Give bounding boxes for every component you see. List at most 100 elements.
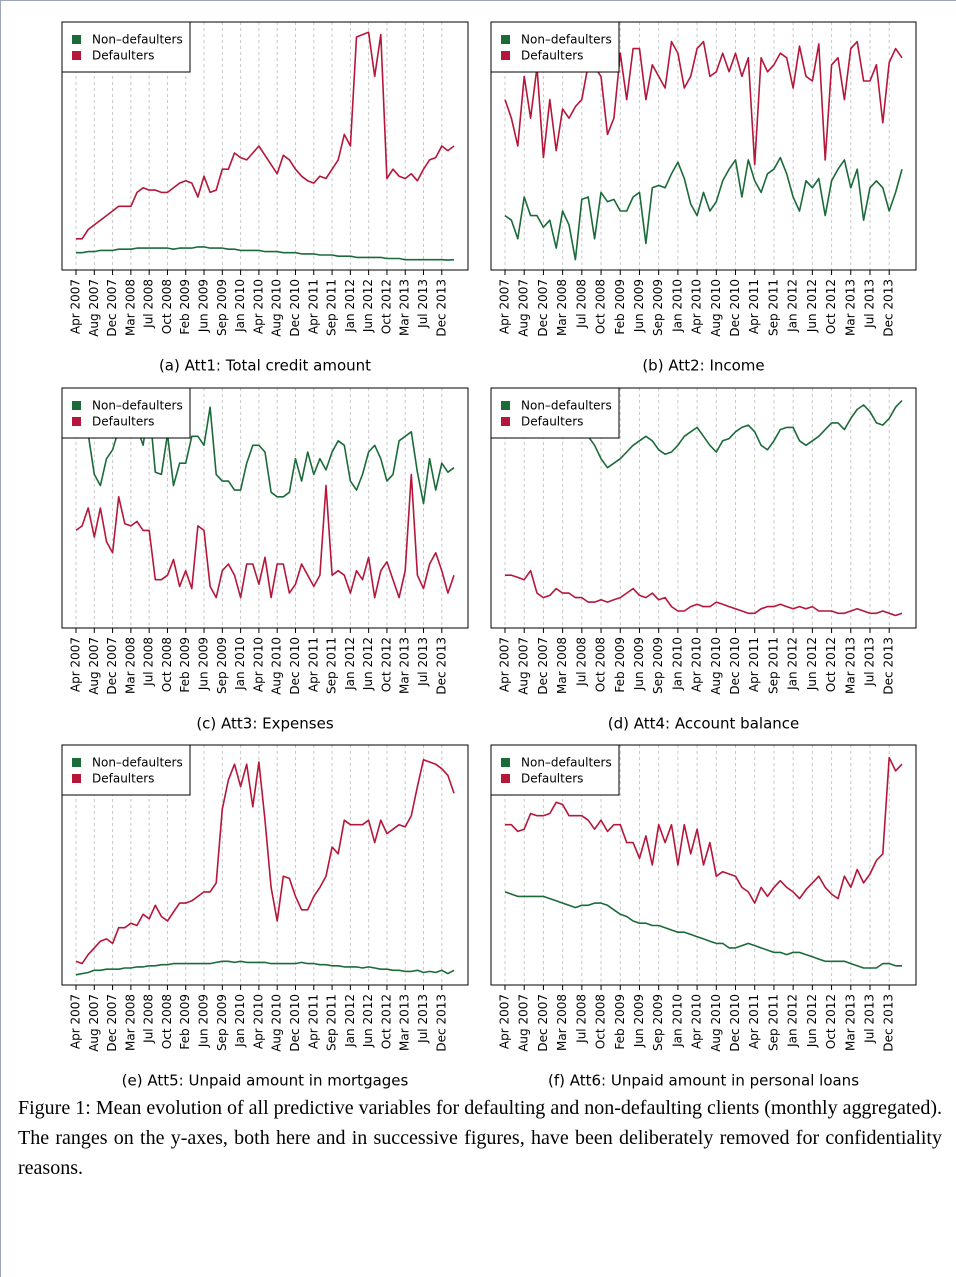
x-tick-label: Aug 2010: [270, 279, 284, 337]
x-tick-label: Dec 2010: [288, 637, 302, 695]
x-tick-label: Aug 2007: [87, 279, 101, 337]
x-tick-label: Jan 2010: [233, 279, 247, 333]
legend-swatch: [501, 758, 510, 767]
x-tick-label: Sep 2009: [215, 637, 229, 694]
x-tick-label: Jul 2013: [862, 994, 876, 1044]
x-tick-label: Oct 2012: [824, 637, 838, 692]
x-tick-label: Dec 2007: [105, 637, 119, 695]
x-tick-label: Jul 2013: [862, 279, 876, 329]
x-tick-label: Mar 2013: [843, 279, 857, 336]
x-tick-label: Mar 2008: [123, 994, 137, 1051]
legend-label: Non–defaulters: [92, 33, 183, 47]
legend-swatch: [72, 417, 81, 426]
x-tick-label: Sep 2009: [215, 994, 229, 1051]
subfigure-caption: (a) Att1: Total credit amount: [159, 357, 371, 375]
x-tick-label: Aug 2010: [709, 279, 723, 337]
x-tick-label: Aug 2010: [270, 637, 284, 695]
x-tick-label: Sep 2009: [651, 994, 665, 1051]
x-tick-label: Oct 2012: [379, 637, 393, 692]
legend-label: Non–defaulters: [92, 756, 183, 770]
x-tick-label: Aug 2010: [709, 637, 723, 695]
x-tick-label: Jun 2012: [361, 279, 375, 333]
x-tick-label: Jan 2012: [786, 994, 800, 1048]
x-tick-label: Dec 2010: [728, 279, 742, 337]
x-tick-label: Oct 2008: [160, 279, 174, 334]
x-tick-label: Apr 2011: [306, 279, 320, 334]
x-tick-label: Jul 2008: [142, 637, 156, 687]
x-tick-label: Jan 2010: [670, 994, 684, 1048]
series-line: [75, 473, 455, 599]
x-tick-label: Jul 2008: [142, 994, 156, 1044]
series-line: [505, 569, 903, 617]
legend-box: [490, 744, 620, 796]
x-tick-label: Apr 2007: [498, 637, 512, 692]
subfigure-caption: (e) Att5: Unpaid amount in mortgages: [122, 1072, 409, 1090]
x-tick-label: Jan 2012: [786, 279, 800, 333]
legend-swatch: [72, 758, 81, 767]
x-tick-label: Jan 2012: [343, 637, 357, 691]
legend-swatch: [501, 417, 510, 426]
series-line: [76, 31, 455, 240]
x-tick-label: Oct 2012: [379, 994, 393, 1049]
legend-label: Defaulters: [521, 415, 583, 429]
x-tick-label: Jan 2010: [233, 994, 247, 1048]
legend-swatch: [501, 774, 510, 783]
series-line: [76, 246, 455, 261]
legend-swatch: [501, 35, 510, 44]
x-tick-label: Sep 2011: [766, 279, 780, 336]
legend-label: Non–defaulters: [521, 33, 612, 47]
x-tick-label: Sep 2009: [651, 637, 665, 694]
x-tick-label: Aug 2010: [270, 994, 284, 1052]
x-tick-label: Oct 2008: [160, 994, 174, 1049]
x-tick-label: Mar 2008: [123, 279, 137, 336]
subfigure-caption: (c) Att3: Expenses: [196, 715, 333, 733]
x-tick-label: Apr 2010: [690, 279, 704, 334]
x-tick-label: Feb 2009: [178, 279, 192, 335]
legend-swatch: [501, 51, 510, 60]
x-tick-label: Feb 2009: [178, 637, 192, 693]
x-tick-label: Jun 2012: [805, 994, 819, 1048]
x-tick-label: Jun 2012: [361, 994, 375, 1048]
x-tick-label: Dec 2013: [434, 637, 448, 695]
x-tick-label: Jun 2012: [805, 279, 819, 333]
x-tick-label: Dec 2013: [882, 279, 896, 337]
series-line: [75, 960, 455, 976]
x-tick-label: Aug 2007: [517, 637, 531, 695]
plot-frame: [490, 744, 917, 986]
x-tick-label: Dec 2007: [536, 279, 550, 337]
x-tick-label: Jan 2012: [343, 994, 357, 1048]
x-tick-label: Jul 2013: [416, 637, 430, 687]
subfigure-caption: (b) Att2: Income: [642, 357, 764, 375]
x-tick-label: Dec 2007: [105, 279, 119, 337]
series-line: [75, 758, 455, 965]
x-tick-label: Aug 2007: [517, 279, 531, 337]
x-tick-label: Jul 2008: [142, 279, 156, 329]
plot-frame: [61, 387, 469, 629]
x-tick-label: Sep 2011: [325, 994, 339, 1051]
legend-swatch: [72, 774, 81, 783]
legend-label: Defaulters: [92, 772, 154, 786]
x-tick-label: Sep 2011: [766, 994, 780, 1051]
x-tick-label: Dec 2013: [434, 994, 448, 1052]
x-tick-label: Feb 2009: [178, 994, 192, 1050]
legend-box: [490, 387, 620, 439]
x-tick-label: Jun 2012: [361, 637, 375, 691]
x-tick-label: Apr 2011: [747, 637, 761, 692]
x-tick-label: Apr 2010: [251, 994, 265, 1049]
x-tick-label: Oct 2012: [824, 279, 838, 334]
x-tick-label: Apr 2011: [306, 637, 320, 692]
x-tick-label: Aug 2007: [87, 637, 101, 695]
plot-frame: [490, 387, 917, 629]
legend-swatch: [72, 401, 81, 410]
series-line: [505, 756, 903, 904]
x-tick-label: Mar 2008: [555, 279, 569, 336]
x-tick-label: Sep 2009: [651, 279, 665, 336]
x-tick-label: Mar 2008: [123, 637, 137, 694]
x-tick-label: Mar 2013: [398, 279, 412, 336]
x-tick-label: Mar 2013: [398, 637, 412, 694]
x-tick-label: Mar 2013: [843, 637, 857, 694]
x-tick-label: Sep 2009: [215, 279, 229, 336]
